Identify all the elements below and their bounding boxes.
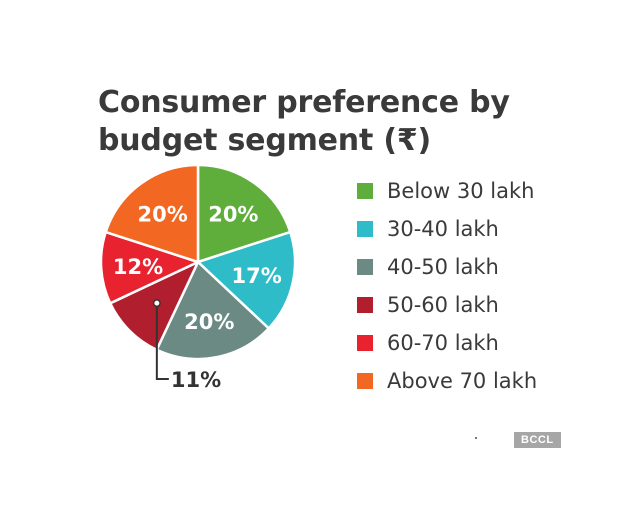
chart-title-line-2: budget segment (₹) bbox=[98, 123, 432, 158]
pie-labels: 20% 17% 20% 11% 12% 20% bbox=[113, 202, 282, 392]
legend-item: Above 70 lakh bbox=[357, 362, 537, 400]
chart-title: Consumer preference by budget segment (₹… bbox=[98, 84, 510, 160]
pie-data-label: 11% bbox=[171, 368, 221, 392]
legend-label: Below 30 lakh bbox=[387, 179, 535, 203]
legend-item: Below 30 lakh bbox=[357, 172, 537, 210]
legend-swatch bbox=[357, 297, 373, 313]
callout-line bbox=[155, 306, 169, 380]
pie-data-label: 17% bbox=[232, 264, 282, 288]
legend-swatch bbox=[357, 335, 373, 351]
pie-slice-30-40-lakh bbox=[196, 230, 297, 330]
legend-label: 60-70 lakh bbox=[387, 331, 499, 355]
chart-title-line-1: Consumer preference by bbox=[98, 85, 510, 120]
credit-badge: BCCL bbox=[514, 432, 561, 448]
callout-dot bbox=[152, 299, 161, 308]
legend-label: 30-40 lakh bbox=[387, 217, 499, 241]
pie-slice-40-50-lakh bbox=[155, 260, 270, 361]
legend-label: 50-60 lakh bbox=[387, 293, 499, 317]
pie-slice-60-70-lakh bbox=[99, 230, 200, 305]
legend-swatch bbox=[357, 259, 373, 275]
legend-item: 50-60 lakh bbox=[357, 286, 537, 324]
legend-item: 40-50 lakh bbox=[357, 248, 537, 286]
legend-label: Above 70 lakh bbox=[387, 369, 538, 393]
legend-swatch bbox=[357, 221, 373, 237]
legend: Below 30 lakh 30-40 lakh 40-50 lakh 50-6… bbox=[357, 172, 537, 400]
legend-item: 30-40 lakh bbox=[357, 210, 537, 248]
pie-data-label: 20% bbox=[208, 202, 258, 226]
legend-item: 60-70 lakh bbox=[357, 324, 537, 362]
legend-swatch bbox=[357, 373, 373, 389]
pie-data-label: 12% bbox=[113, 255, 163, 279]
decorative-dot bbox=[475, 437, 477, 439]
pie-slice-below-30-lakh bbox=[196, 163, 292, 264]
pie-data-label: 20% bbox=[184, 310, 234, 334]
legend-swatch bbox=[357, 183, 373, 199]
pie-slice-above-70-lakh bbox=[104, 163, 200, 264]
legend-label: 40-50 lakh bbox=[387, 255, 499, 279]
pie-data-label: 20% bbox=[138, 202, 188, 226]
